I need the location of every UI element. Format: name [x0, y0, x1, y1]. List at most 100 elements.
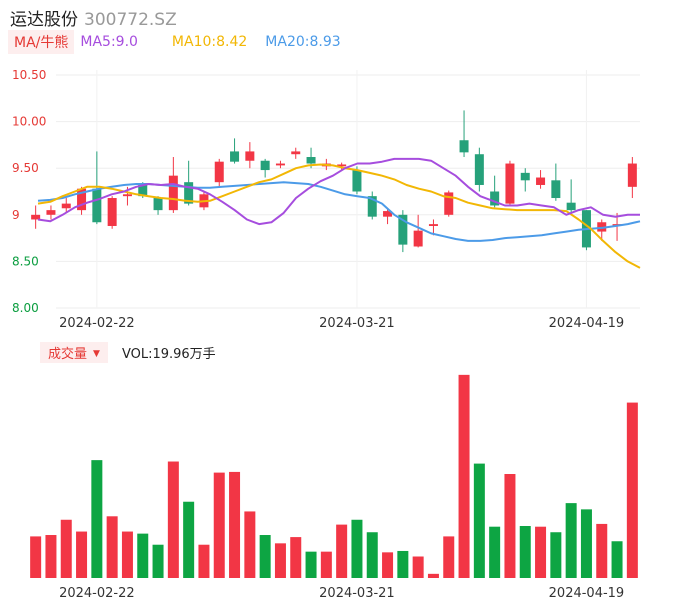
- volume-bar: [290, 537, 302, 578]
- candle-body: [122, 194, 132, 197]
- volume-bar: [473, 463, 485, 578]
- candle-body: [230, 151, 240, 162]
- y-tick-label: 9: [12, 208, 20, 222]
- candle-body: [306, 157, 316, 164]
- volume-bar: [611, 541, 623, 578]
- volume-bar: [76, 531, 88, 578]
- candle-body: [490, 191, 500, 206]
- y-tick-label: 10.50: [12, 68, 46, 82]
- volume-bar: [382, 552, 394, 578]
- x-tick-label: 2024-02-22: [59, 316, 135, 330]
- ma-indicator-tag[interactable]: MA/牛熊: [8, 30, 75, 54]
- volume-bar: [244, 511, 256, 578]
- volume-value: VOL:19.96万手: [121, 347, 216, 362]
- candle-body: [505, 163, 515, 204]
- volume-bar: [580, 509, 592, 578]
- volume-bar: [550, 532, 562, 578]
- ma10-line: [37, 163, 641, 269]
- candle-body: [61, 203, 71, 209]
- volume-bar: [274, 543, 286, 578]
- stock-name: 运达股份: [10, 10, 78, 30]
- candle-body: [352, 170, 362, 192]
- volume-bar: [565, 503, 577, 578]
- volume-bar: [596, 523, 608, 578]
- candle-body: [31, 214, 41, 220]
- candle-body: [260, 160, 270, 171]
- volume-bar: [336, 524, 348, 578]
- volume-bar: [443, 536, 455, 578]
- candle-body: [627, 163, 637, 187]
- candle-body: [46, 210, 56, 215]
- candle-body: [367, 196, 377, 217]
- volume-bar: [504, 474, 516, 578]
- candle-body: [245, 151, 255, 161]
- volume-bar: [427, 573, 439, 578]
- x-tick-label: 2024-04-19: [549, 586, 625, 601]
- y-tick-label: 9.50: [12, 161, 39, 175]
- x-tick-label: 2024-04-19: [549, 316, 625, 330]
- candle-body: [138, 184, 148, 197]
- volume-bar: [30, 536, 42, 578]
- candle-body: [337, 164, 347, 167]
- candle-body: [168, 175, 178, 211]
- candle-body: [428, 224, 438, 226]
- volume-bar: [152, 544, 164, 578]
- candle-body: [566, 202, 576, 211]
- ma5-line: [37, 157, 640, 226]
- volume-bar: [106, 516, 118, 578]
- y-tick-label: 8.00: [12, 301, 39, 315]
- candle-body: [92, 188, 102, 223]
- candle-body: [520, 172, 530, 181]
- candle-body: [459, 140, 469, 153]
- volume-bar: [535, 526, 547, 578]
- volume-bar: [121, 531, 133, 578]
- volume-chart: 2024-02-22 2024-03-21 2024-04-19: [30, 374, 638, 601]
- candle-body: [398, 214, 408, 245]
- candle-body: [383, 211, 393, 217]
- volume-tag-label: 成交量: [48, 347, 88, 362]
- y-tick-label: 10.00: [12, 115, 46, 129]
- candle-body: [214, 161, 224, 183]
- volume-bar: [412, 556, 424, 578]
- volume-bar: [167, 461, 179, 578]
- volume-bar: [45, 535, 57, 578]
- volume-indicator-tag[interactable]: 成交量 ▼: [40, 342, 108, 363]
- ma5-label: MA5:9.0: [80, 34, 138, 50]
- volume-bar: [91, 460, 103, 578]
- candle-body: [184, 182, 194, 204]
- candle-body: [153, 198, 163, 211]
- stock-header: 运达股份 300772.SZ: [10, 5, 177, 30]
- ma-legend: MA/牛熊 MA5:9.0 MA10:8.42 MA20:8.93: [8, 30, 341, 54]
- volume-bar: [458, 374, 470, 578]
- candle-body: [444, 192, 454, 215]
- volume-bar: [213, 472, 225, 578]
- volume-bar: [320, 551, 332, 578]
- volume-legend: 成交量 ▼ VOL:19.96万手: [40, 342, 216, 363]
- volume-bar: [183, 501, 195, 578]
- stock-code: 300772.SZ: [84, 10, 177, 30]
- y-tick-label: 8.50: [12, 254, 39, 268]
- volume-bar: [60, 519, 72, 578]
- candle-body: [413, 230, 423, 247]
- candle-body: [536, 177, 546, 185]
- volume-bar: [626, 402, 638, 578]
- volume-bar: [519, 526, 531, 578]
- candle-body: [551, 180, 561, 199]
- volume-bar: [397, 550, 409, 578]
- candlestick-chart: 10.50 10.00 9.50 9 8.50 8.00 2024-02-22 2024-03…: [12, 68, 641, 330]
- volume-bar: [305, 551, 317, 578]
- volume-bar: [229, 471, 241, 578]
- x-tick-label: 2024-03-21: [319, 586, 395, 601]
- ma20-label: MA20:8.93: [265, 34, 341, 50]
- candle-body: [474, 154, 484, 185]
- volume-bar: [137, 533, 149, 578]
- volume-bar: [351, 519, 363, 578]
- candle-body: [77, 188, 87, 211]
- dropdown-arrow-icon: ▼: [93, 349, 100, 359]
- x-tick-label: 2024-02-22: [59, 586, 135, 601]
- candle-body: [291, 151, 301, 155]
- ma10-label: MA10:8.42: [171, 34, 248, 50]
- volume-bar: [366, 532, 378, 578]
- candle-body: [275, 163, 285, 166]
- candle-body: [107, 198, 117, 226]
